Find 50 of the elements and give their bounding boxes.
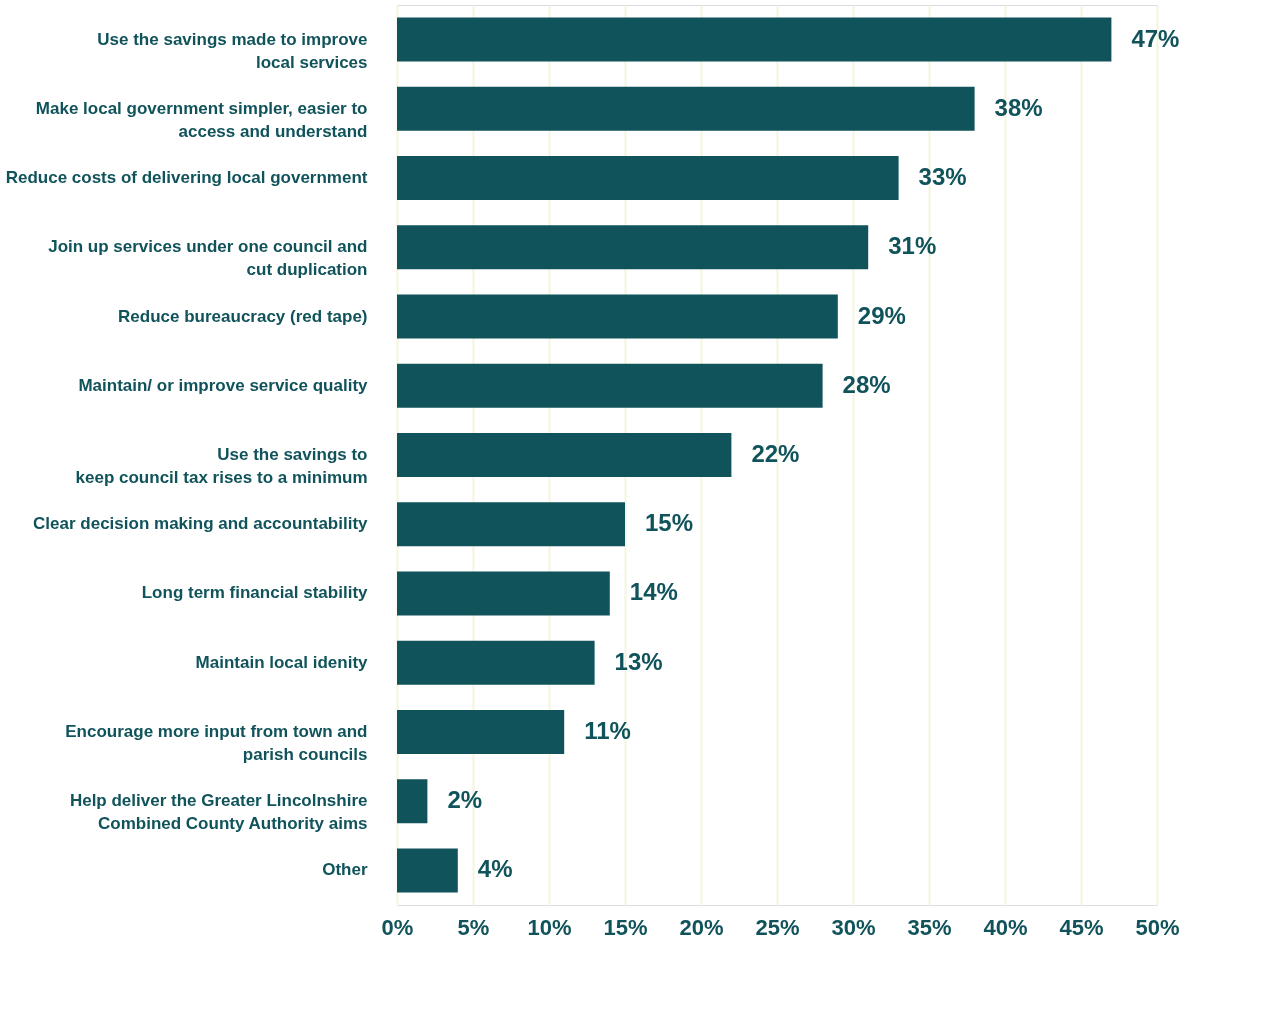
y-tick-label: Other — [322, 860, 368, 880]
y-tick-label: Reduce bureaucracy (red tape) — [118, 306, 368, 326]
data-label: 47% — [1131, 24, 1180, 52]
y-tick-label: Reduce costs of delivering local government — [5, 168, 368, 188]
x-tick-label: 40% — [983, 914, 1028, 940]
x-tick-label: 30% — [831, 914, 876, 940]
data-label: 31% — [888, 232, 937, 260]
x-tick-label: 20% — [679, 914, 724, 940]
y-tick-label: Join up services under one council and cut duplication — [48, 237, 368, 280]
y-tick-label: Long term financial stability — [141, 583, 369, 603]
data-label: 11% — [584, 716, 631, 744]
data-label: 33% — [918, 163, 967, 191]
y-tick-label: Maintain local idenity — [195, 652, 369, 672]
x-tick-label: 25% — [755, 914, 800, 940]
y-tick-label: Make local government simpler, easier to access and understand — [35, 98, 368, 141]
y-tick-label: Encourage more input from town and parish councils — [65, 721, 368, 764]
x-tick-label: 15% — [603, 914, 648, 940]
bar — [397, 17, 1112, 62]
bar — [397, 363, 823, 408]
bar — [397, 225, 869, 270]
y-tick-label: Clear decision making and accountability — [33, 514, 369, 534]
data-label: 28% — [842, 370, 891, 398]
x-tick-label: 50% — [1135, 914, 1180, 940]
bar — [397, 848, 458, 893]
data-label: 14% — [629, 578, 678, 606]
bar — [397, 433, 732, 477]
x-tick-label: 5% — [457, 914, 490, 940]
bar — [397, 86, 975, 131]
bar — [397, 640, 595, 685]
x-tick-label: 0% — [381, 914, 414, 940]
data-label: 4% — [477, 855, 513, 883]
bar — [397, 709, 565, 754]
bar — [397, 294, 838, 339]
y-tick-label: Maintain/ or improve service quality — [78, 375, 369, 395]
y-tick-label: Use the savings made to improve local services — [97, 29, 368, 72]
data-label: 29% — [857, 301, 906, 329]
y-tick-label: Help deliver the Greater Lincolnshire Combined County Authority aims — [69, 791, 368, 834]
data-label: 13% — [614, 647, 663, 675]
data-label: 15% — [645, 509, 694, 537]
bar — [397, 502, 625, 547]
x-tick-label: 45% — [1059, 914, 1104, 940]
bar — [397, 156, 899, 201]
data-label: 2% — [447, 786, 483, 814]
bar — [397, 779, 428, 824]
y-tick-label: Use the savings to keep council tax rises to a minimum — [75, 445, 368, 487]
data-label: 38% — [994, 93, 1043, 121]
x-tick-label: 10% — [527, 914, 572, 940]
bar — [397, 571, 610, 616]
x-tick-label: 35% — [907, 914, 952, 940]
data-label: 22% — [751, 440, 800, 467]
